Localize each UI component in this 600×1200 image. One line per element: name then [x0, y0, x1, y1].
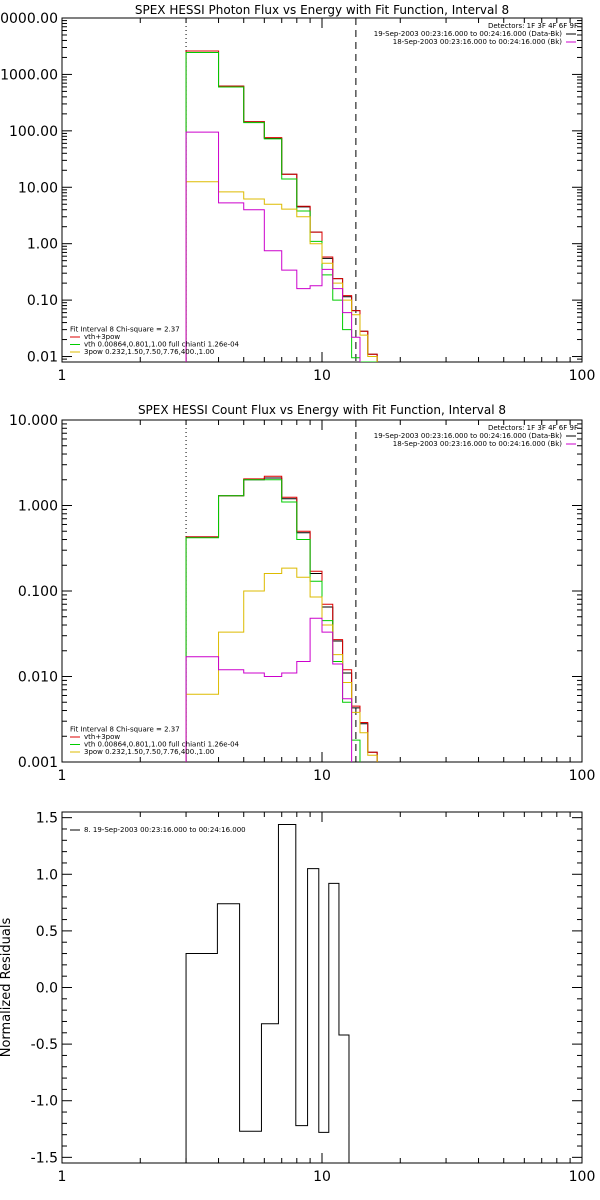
plot-frame: [61, 811, 583, 1164]
y-tick-label: 100.00: [9, 124, 58, 140]
y-tick-label: 0.10: [27, 293, 58, 309]
info-legend-text: 19-Sep-2003 00:23:16.000 to 00:24:16.000…: [374, 30, 563, 38]
series-line-3: [185, 567, 378, 762]
chart-residuals: 1 10 100 -1.5 -1.0 -0.5 0.0 0.5 1.0 1.5 Normalized…: [0, 811, 595, 1185]
x-tick-label: 10: [313, 768, 331, 784]
x-tick-label: 10: [313, 368, 331, 384]
info-legend-text: Detectors: 1F 3F 4F 6F 9F: [488, 424, 578, 432]
x-tick-label: 100: [569, 1169, 596, 1185]
y-tick-label: 1.0: [36, 867, 58, 883]
info-legend-text: 18-Sep-2003 00:23:16.000 to 00:24:16.000…: [393, 38, 563, 46]
x-tick-label: 1: [58, 368, 67, 384]
fit-legend-text: Fit Interval 8 Chi-square = 2.37: [70, 326, 180, 334]
x-tick-label: 1: [58, 1169, 67, 1185]
series-group: [185, 50, 378, 362]
chart-photon: SPEX HESSI Photon Flux vs Energy with Fi…: [0, 3, 595, 384]
y-tick-label: 10.00: [18, 180, 58, 196]
y-tick-label: 1000.00: [0, 67, 58, 83]
fit-legend-text: vth 0.00864,0.801,1.00 full chianti 1.26…: [84, 741, 240, 749]
chart-count: SPEX HESSI Count Flux vs Energy with Fit…: [9, 403, 595, 784]
y-tick-label: 0.0: [36, 981, 58, 997]
fit-legend-text: vth+3pow: [84, 333, 120, 341]
series-line-2: [185, 479, 361, 762]
fit-legend-text: 3pow 0.232,1.50,7.50,7.76,400.,1.00: [84, 748, 214, 756]
y-tick-label: 1.000: [18, 499, 58, 515]
series-line-4: [185, 617, 353, 762]
fit-legend-text: Fit Interval 8 Chi-square = 2.37: [70, 726, 180, 734]
x-tick-label: 1: [58, 768, 67, 784]
series-group: [185, 823, 356, 1163]
chart-title: SPEX HESSI Photon Flux vs Energy with Fi…: [135, 3, 509, 17]
x-tick-label: 100: [569, 768, 596, 784]
y-tick-label: -1.5: [31, 1150, 58, 1166]
y-tick-label: 0.001: [18, 755, 58, 771]
fit-legend-text: vth+3pow: [84, 733, 120, 741]
fit-legend-text: vth 0.00864,0.801,1.00 full chianti 1.26…: [84, 341, 240, 349]
series-line-0: [185, 823, 356, 1163]
y-tick-label: 1.00: [27, 237, 58, 253]
y-tick-label: 1.5: [36, 811, 58, 827]
y-tick-label: 10000.00: [0, 11, 58, 27]
info-legend-text: Detectors: 1F 3F 4F 6F 9F: [488, 22, 578, 30]
y-tick-label: 10.000: [9, 413, 58, 429]
series-group: [185, 475, 378, 762]
y-tick-label: -1.0: [31, 1094, 58, 1110]
series-line-4: [185, 131, 361, 362]
y-tick-label: 0.100: [18, 584, 58, 600]
y-tick-label: 0.5: [36, 924, 58, 940]
x-tick-label: 100: [569, 368, 596, 384]
x-tick-label: 10: [313, 1169, 331, 1185]
y-tick-label: 0.01: [27, 350, 58, 366]
info-legend-text: 19-Sep-2003 00:23:16.000 to 00:24:16.000…: [374, 432, 563, 440]
chart-title: SPEX HESSI Count Flux vs Energy with Fit…: [138, 403, 506, 417]
info-legend-text: 8. 19-Sep-2003 00:23:16.000 to 00:24:16.…: [84, 826, 246, 834]
series-line-0: [185, 477, 378, 762]
fit-legend-text: 3pow 0.232,1.50,7.50,7.76,400.,1.00: [84, 348, 214, 356]
series-line-1: [185, 475, 378, 762]
y-tick-label: -0.5: [31, 1037, 58, 1053]
series-line-3: [185, 181, 378, 362]
plot-frame: [61, 17, 583, 363]
y-axis-label: Normalized Residuals: [0, 918, 14, 1058]
info-legend-text: 18-Sep-2003 00:23:16.000 to 00:24:16.000…: [393, 440, 563, 448]
y-tick-label: 0.010: [18, 670, 58, 686]
